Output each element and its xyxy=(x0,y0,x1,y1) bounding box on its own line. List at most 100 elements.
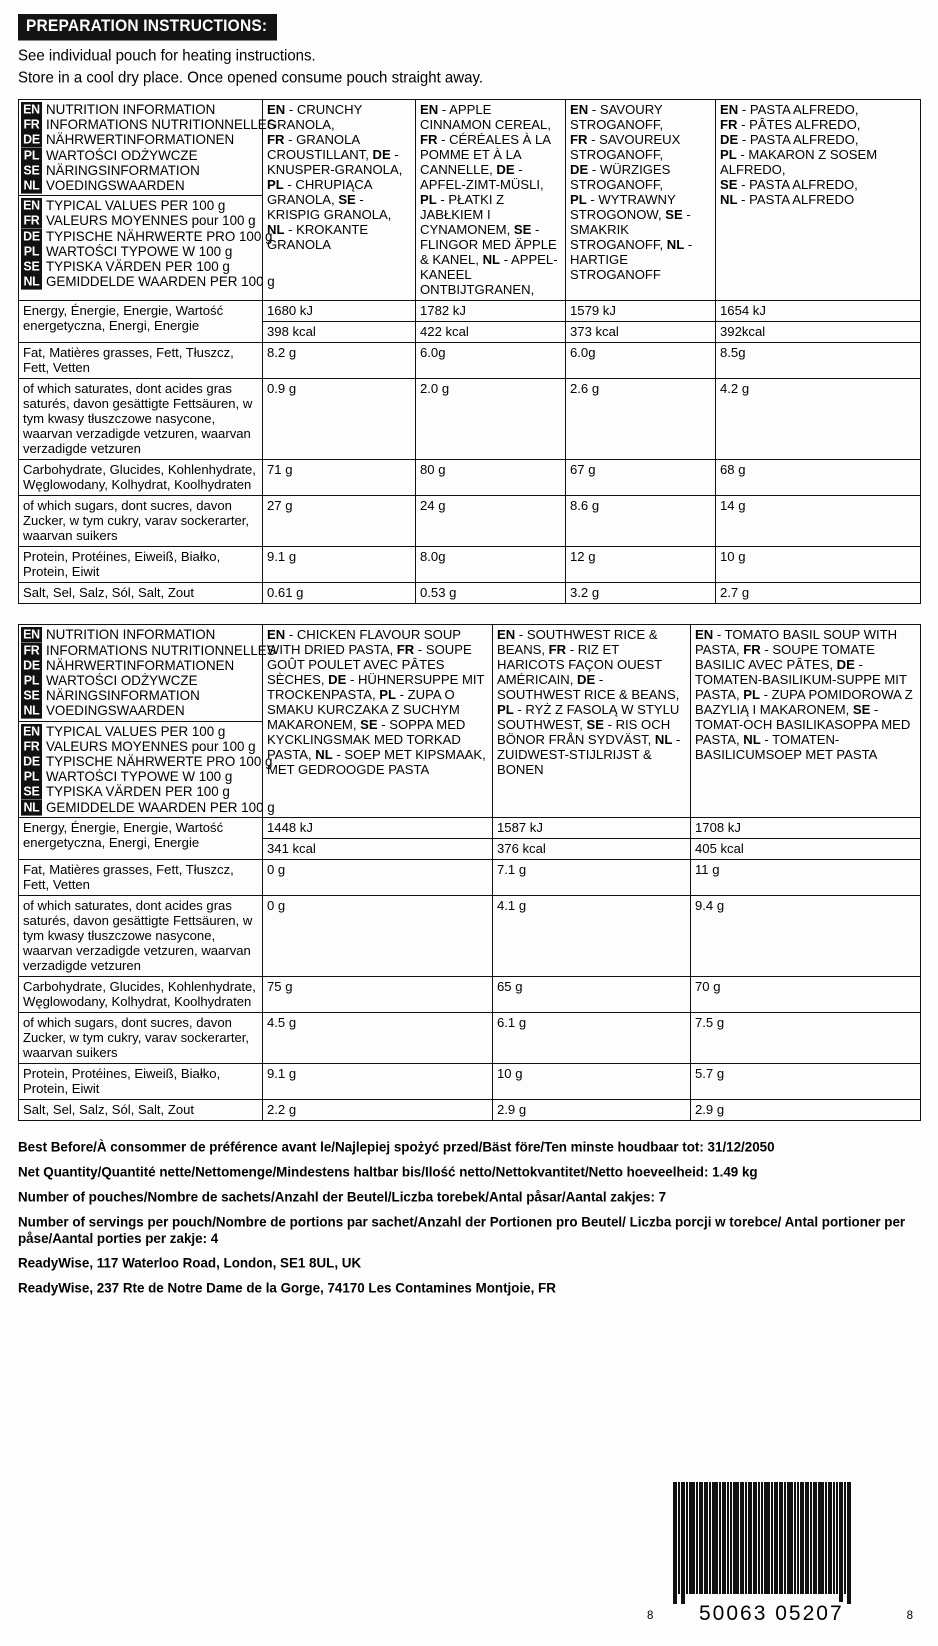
language-code-fr: FR xyxy=(21,738,42,755)
language-row: PL WARTOŚCI ODŻYWCZE xyxy=(21,673,260,689)
carbohydrate-value-granola: 71 g xyxy=(262,459,416,497)
language-text: VALEURS MOYENNES pour 100 g xyxy=(46,738,256,755)
typical-values-langblock: EN TYPICAL VALUES PER 100 g FR VALEURS MOYE… xyxy=(19,195,275,291)
language-code-en: EN xyxy=(21,198,42,215)
product-column-pasta-alfredo: EN - PASTA ALFREDO, FR - PÂTES ALFREDO, DE… xyxy=(715,99,921,301)
language-code-en: EN xyxy=(21,723,42,740)
table-row-saturates: of which saturates, dont acides gras sat… xyxy=(18,895,921,978)
protein-value-apple-cinnamon: 8.0g xyxy=(415,546,566,584)
language-text: TYPISCHE NÄHRWERTE PRO 100 g xyxy=(46,228,273,244)
language-text: VOEDINGSWAARDEN xyxy=(46,703,185,719)
nutrient-label-saturates: of which saturates, dont acides gras sat… xyxy=(18,895,263,978)
energy-kcal: 376 kcal xyxy=(497,841,546,857)
fat-value-stroganoff: 6.0g xyxy=(565,342,716,380)
product-column-southwest-rice-beans: EN - SOUTHWEST RICE & BEANS, FR - RIZ ET… xyxy=(492,624,691,818)
table-row-fat: Fat, Matières grasses, Fett, Tłuszcz, Fe… xyxy=(18,342,921,380)
energy-value-tomato-basil: 1708 kJ 405 kcal xyxy=(690,816,921,861)
typical-values-langblock: EN TYPICAL VALUES PER 100 g FR VALEURS MOYE… xyxy=(19,720,275,817)
saturates-value-tomato-basil: 9.4 g xyxy=(690,895,921,978)
language-header-cell: EN NUTRITION INFORMATION FR INFORMATIONS NU… xyxy=(18,99,276,301)
energy-value-chicken-soup: 1448 kJ 341 kcal xyxy=(262,816,493,861)
language-text: TYPICAL VALUES PER 100 g xyxy=(46,198,226,214)
product-column-savoury-stroganoff: EN - SAVOURY STROGANOFF, FR - SAVOUREUX S… xyxy=(565,99,716,301)
fat-value-granola: 8.2 g xyxy=(262,342,416,380)
language-code-en: EN xyxy=(21,102,42,118)
nutrient-label-salt: Salt, Sel, Salz, Sól, Salt, Zout xyxy=(18,1099,263,1122)
prep-instruction-line-1: See individual pouch for heating instruc… xyxy=(18,47,316,65)
address-uk-line: ReadyWise, 117 Waterloo Road, London, SE… xyxy=(18,1255,362,1271)
language-row: EN NUTRITION INFORMATION xyxy=(21,627,260,644)
barcode-bars xyxy=(673,1482,852,1604)
table-row-salt: Salt, Sel, Salz, Sól, Salt, Zout 0.61 g … xyxy=(18,582,921,605)
table-row-fat: Fat, Matières grasses, Fett, Tłuszcz, Fe… xyxy=(18,859,921,897)
saturates-value-stroganoff: 2.6 g xyxy=(565,378,716,461)
language-code-se: SE xyxy=(21,162,42,179)
product-column-apple-cinnamon-cereal: EN - APPLE CINNAMON CEREAL, FR - CÉRÉALE… xyxy=(415,99,566,301)
language-text: INFORMATIONS NUTRITIONNELLES xyxy=(46,117,276,133)
salt-value-pasta-alfredo: 2.7 g xyxy=(715,582,921,605)
language-row: SE NÄRINGSINFORMATION xyxy=(21,162,260,179)
language-row: SE TYPISKA VÄRDEN PER 100 g xyxy=(21,259,260,275)
energy-kj: 1448 kJ xyxy=(263,818,492,840)
table-row-carbohydrate: Carbohydrate, Glucides, Kohlenhydrate, W… xyxy=(18,459,921,497)
nutrition-table-2: EN NUTRITION INFORMATION FR INFORMATIONS NU… xyxy=(18,624,921,1122)
salt-value-tomato-basil: 2.9 g xyxy=(690,1099,921,1122)
language-row: DE TYPISCHE NÄHRWERTE PRO 100 g xyxy=(21,228,272,245)
energy-kj: 1654 kJ xyxy=(716,301,920,323)
language-row: FR INFORMATIONS NUTRITIONNELLES xyxy=(21,117,276,134)
fat-value-chicken-soup: 0 g xyxy=(262,859,493,897)
footer-info: Best Before/À consommer de préférence av… xyxy=(18,1139,920,1296)
energy-kj: 1587 kJ xyxy=(493,818,690,840)
protein-value-chicken-soup: 9.1 g xyxy=(262,1063,493,1101)
nutrient-label-carbohydrate: Carbohydrate, Glucides, Kohlenhydrate, W… xyxy=(18,976,263,1014)
fat-value-pasta-alfredo: 8.5g xyxy=(715,342,921,380)
language-row: NL GEMIDDELDE WAARDEN PER 100 g xyxy=(21,799,275,816)
table-row-salt: Salt, Sel, Salz, Sól, Salt, Zout 2.2 g 2… xyxy=(18,1099,921,1122)
language-row: FR VALEURS MOYENNES pour 100 g xyxy=(21,738,260,755)
table-row-protein: Protein, Protéines, Eiweiß, Białko, Prot… xyxy=(18,546,921,584)
nutrient-label-energy: Energy, Énergie, Energie, Wartość energe… xyxy=(18,816,263,861)
language-code-pl: PL xyxy=(21,147,42,164)
net-quantity-line: Net Quantity/Quantité nette/Nettomenge/M… xyxy=(18,1164,758,1180)
saturates-value-granola: 0.9 g xyxy=(262,378,416,461)
language-text: NÄRINGSINFORMATION xyxy=(46,162,200,179)
language-row: NL GEMIDDELDE WAARDEN PER 100 g xyxy=(21,274,275,291)
energy-value-stroganoff: 1579 kJ 373 kcal xyxy=(565,299,716,344)
language-code-pl: PL xyxy=(21,243,42,260)
saturates-value-pasta-alfredo: 4.2 g xyxy=(715,378,921,461)
prep-instruction-line-2: Store in a cool dry place. Once opened c… xyxy=(18,69,483,87)
energy-kj: 1782 kJ xyxy=(416,301,565,323)
saturates-value-chicken-soup: 0 g xyxy=(262,895,493,978)
energy-kcal: 341 kcal xyxy=(267,841,316,857)
barcode-right-digit: 8 xyxy=(906,1610,913,1622)
nutrient-label-energy: Energy, Énergie, Energie, Wartość energe… xyxy=(18,299,263,344)
nutrition-information-langblock: EN NUTRITION INFORMATION FR INFORMATIONS NU… xyxy=(19,625,276,720)
language-text: NÄRINGSINFORMATION xyxy=(46,688,200,704)
language-row: PL WARTOŚCI TYPOWE W 100 g xyxy=(21,243,260,260)
saturates-value-apple-cinnamon: 2.0 g xyxy=(415,378,566,461)
language-code-pl: PL xyxy=(21,769,42,786)
servings-per-pouch-line: Number of servings per pouch/Nombre de p… xyxy=(18,1214,906,1247)
language-text: NUTRITION INFORMATION xyxy=(46,102,216,118)
carbohydrate-value-stroganoff: 67 g xyxy=(565,459,716,497)
language-row: FR INFORMATIONS NUTRITIONNELLES xyxy=(21,642,276,659)
language-header-cell: EN NUTRITION INFORMATION FR INFORMATIONS NU… xyxy=(18,624,276,818)
barcode: 8 50063 05207 8 xyxy=(645,1482,915,1626)
table-row-carbohydrate: Carbohydrate, Glucides, Kohlenhydrate, W… xyxy=(18,976,921,1014)
protein-value-southwest: 10 g xyxy=(492,1063,691,1101)
language-code-de: DE xyxy=(21,228,42,245)
language-row: SE TYPISKA VÄRDEN PER 100 g xyxy=(21,784,260,801)
barcode-main-digits: 50063 05207 xyxy=(697,1602,846,1626)
salt-value-apple-cinnamon: 0.53 g xyxy=(415,582,566,605)
saturates-value-southwest: 4.1 g xyxy=(492,895,691,978)
product-column-tomato-basil-soup: EN - TOMATO BASIL SOUP WITH PASTA, FR - … xyxy=(690,624,921,818)
sugars-value-southwest: 6.1 g xyxy=(492,1012,691,1065)
language-row: EN TYPICAL VALUES PER 100 g xyxy=(21,723,260,740)
table-header-row: EN NUTRITION INFORMATION FR INFORMATIONS NU… xyxy=(18,99,921,301)
language-text: INFORMATIONS NUTRITIONNELLES xyxy=(46,642,276,658)
language-code-se: SE xyxy=(21,784,42,801)
energy-value-apple-cinnamon: 1782 kJ 422 kcal xyxy=(415,299,566,344)
language-text: WARTOŚCI TYPOWE W 100 g xyxy=(46,243,233,260)
fat-value-southwest: 7.1 g xyxy=(492,859,691,897)
language-row: EN NUTRITION INFORMATION xyxy=(21,102,260,118)
